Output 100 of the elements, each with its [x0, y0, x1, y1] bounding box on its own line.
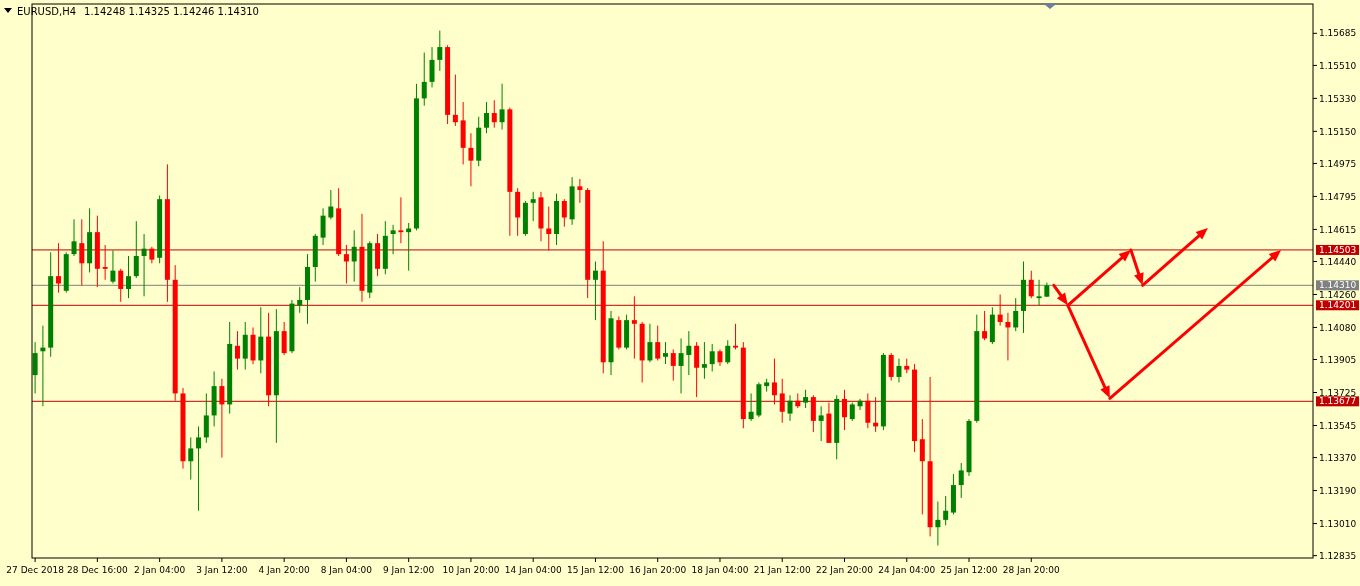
candlestick [810, 394, 816, 433]
x-tick-label: 15 Jan 12:00 [566, 565, 625, 575]
candlestick [499, 83, 505, 131]
x-tick-label: 27 Dec 2018 [6, 565, 65, 575]
x-tick-label: 28 Dec 16:00 [67, 565, 128, 575]
y-tick-label: 1.15150 [1319, 126, 1357, 137]
candlestick [297, 286, 303, 314]
candlestick [530, 191, 536, 222]
y-tick-label: 1.13190 [1319, 485, 1357, 496]
y-tick-label: 1.14260 [1319, 289, 1357, 300]
candlestick [242, 321, 248, 371]
y-tick-label: 1.13010 [1319, 518, 1357, 529]
x-tick-label: 14 Jan 04:00 [504, 565, 562, 575]
candlestick [141, 233, 147, 297]
candlestick [110, 249, 116, 284]
x-tick-label: 25 Jan 12:00 [940, 565, 998, 575]
x-tick-label: 24 Jan 04:00 [878, 565, 936, 575]
candlestick [670, 348, 676, 382]
chart-subtitle: 1.14248 1.14325 1.14246 1.14310 [84, 6, 259, 17]
candlestick [1013, 297, 1019, 332]
y-tick-label: 1.15330 [1319, 93, 1357, 104]
ref-line-label: 1.14310 [1319, 280, 1357, 291]
x-tick-label: 28 Jan 20:00 [1002, 565, 1061, 575]
candlestick [701, 341, 707, 380]
candlestick [709, 343, 715, 372]
x-tick-label: 18 Jan 04:00 [691, 565, 749, 575]
candlestick [631, 295, 637, 360]
y-tick-label: 1.14615 [1319, 224, 1357, 235]
candlestick [437, 30, 443, 72]
candlestick [655, 325, 661, 361]
candlestick [196, 425, 202, 512]
candlestick [896, 358, 902, 383]
candlestick [849, 402, 855, 422]
candlestick [982, 310, 988, 341]
candlestick [787, 394, 793, 422]
y-tick-label: 1.14440 [1319, 256, 1357, 267]
candlestick [561, 198, 567, 228]
x-tick-label: 22 Jan 20:00 [816, 565, 874, 575]
y-tick-label: 1.14080 [1319, 322, 1357, 333]
ref-line-label: 1.13677 [1319, 396, 1357, 407]
candlestick [663, 341, 668, 365]
y-tick-label: 1.13545 [1319, 420, 1357, 431]
candlestick [546, 206, 552, 251]
candlestick [779, 378, 785, 424]
candlestick [771, 358, 777, 405]
chart-title: EURUSD,H4 [17, 6, 77, 17]
candlestick [258, 306, 264, 374]
y-tick-label: 1.12835 [1319, 550, 1357, 561]
candlestick [818, 405, 824, 442]
candlestick [79, 218, 85, 286]
candlestick [71, 218, 77, 257]
y-tick-label: 1.14795 [1319, 191, 1357, 202]
candlestick [203, 392, 209, 444]
candlestick [803, 389, 809, 409]
x-tick-label: 21 Jan 12:00 [753, 565, 811, 575]
candlestick [647, 323, 653, 363]
candlestick [484, 101, 489, 134]
candlestick [841, 389, 847, 431]
x-tick-label: 2 Jan 04:00 [134, 565, 186, 575]
candlestick [421, 52, 427, 107]
candlestick [865, 392, 871, 429]
candlestick [390, 224, 396, 255]
candlestick [219, 378, 225, 459]
candlestick [733, 323, 739, 350]
candlestick [857, 398, 863, 411]
candlestick [748, 392, 754, 422]
candlestick [686, 330, 692, 376]
candlestick [188, 436, 194, 481]
candlestick [491, 99, 497, 129]
x-tick-label: 10 Jan 20:00 [442, 565, 500, 575]
y-tick-label: 1.15685 [1319, 28, 1357, 39]
y-tick-label: 1.14975 [1319, 158, 1357, 169]
candlestick [328, 189, 334, 220]
candlestick [398, 196, 404, 244]
candlestick [118, 268, 124, 303]
x-tick-label: 3 Jan 12:00 [196, 565, 248, 575]
candlestick [406, 222, 412, 272]
candlestick [997, 293, 1003, 327]
y-tick-label: 1.13370 [1319, 452, 1357, 463]
candlestick [725, 339, 731, 365]
y-tick-label: 1.13725 [1319, 387, 1357, 398]
candlestick [943, 495, 949, 526]
candlestick [888, 352, 894, 382]
candlestick [577, 178, 583, 204]
candlestick [32, 341, 38, 394]
candlestick [351, 229, 357, 283]
candlestick [452, 74, 458, 127]
candlestick [694, 341, 700, 398]
candlestick [126, 255, 131, 299]
candlestick [919, 418, 925, 515]
x-tick-label: 8 Jan 04:00 [320, 565, 373, 575]
x-tick-label: 16 Jan 20:00 [629, 565, 687, 575]
y-tick-label: 1.15510 [1319, 60, 1357, 71]
candlestick [1005, 312, 1011, 361]
candlestick [343, 244, 349, 284]
ref-line-label: 1.14201 [1319, 300, 1357, 311]
candlestick [678, 337, 684, 394]
x-tick-label: 9 Jan 12:00 [383, 565, 435, 575]
x-tick-label: 4 Jan 20:00 [258, 565, 311, 575]
candlestick [1028, 270, 1034, 299]
